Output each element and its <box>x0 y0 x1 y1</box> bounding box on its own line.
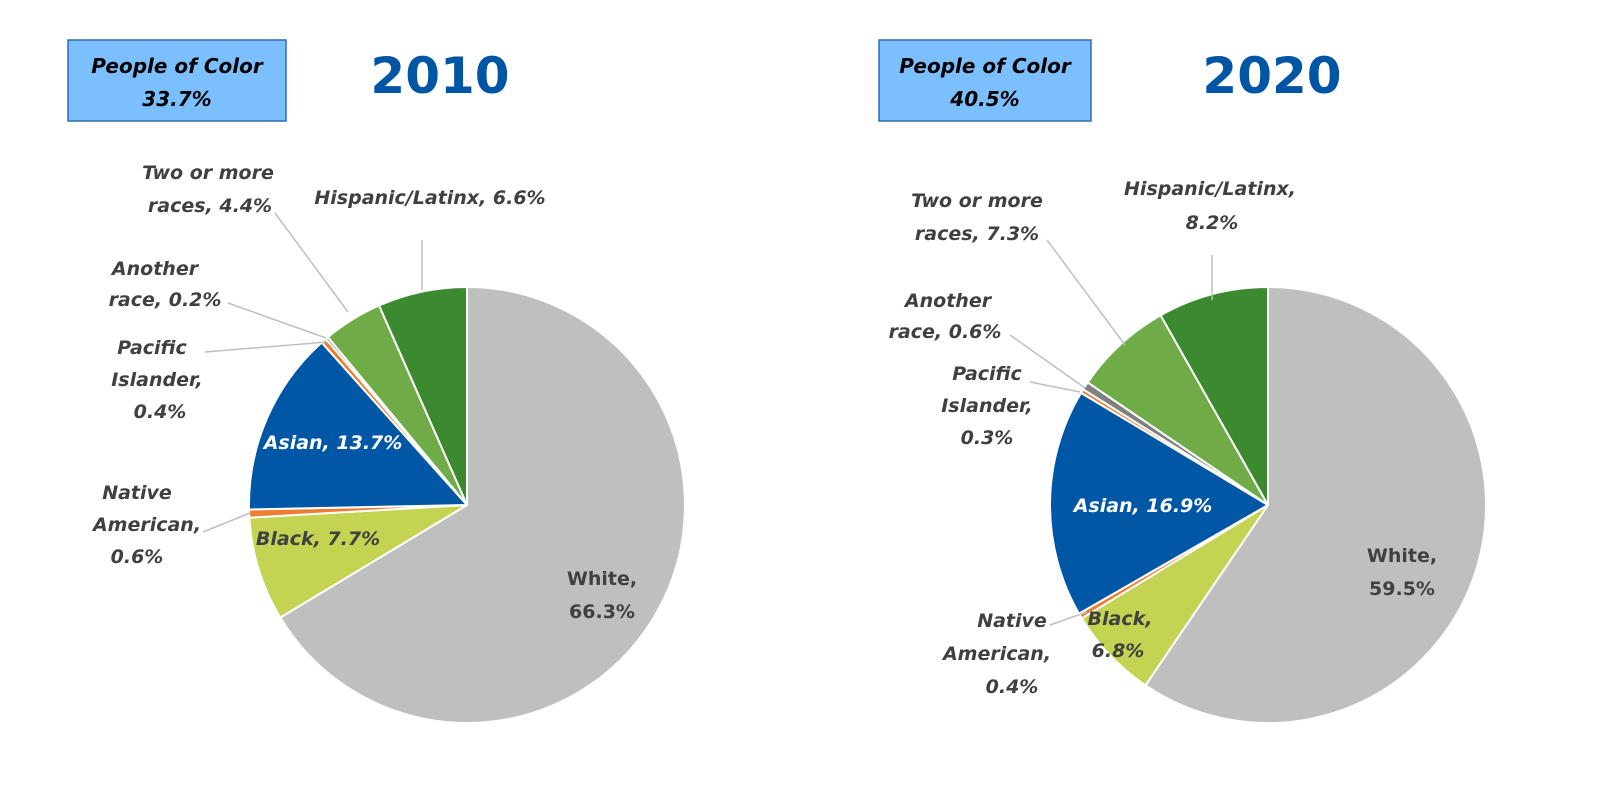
data-label-another-race: race, 0.6% <box>889 321 1002 343</box>
leader-line-another-race <box>1009 334 1086 389</box>
people-of-color-value: 33.7% <box>142 87 211 111</box>
leader-line-native-american <box>1049 611 1088 626</box>
data-label-two-or-more-races: races, 4.4% <box>148 195 272 217</box>
slice-black <box>248 504 468 619</box>
data-label-pacific-islander: Islander, <box>111 369 203 391</box>
data-label-white: White, <box>567 568 637 590</box>
slice-asian <box>248 341 468 511</box>
data-label-another-race: Another <box>110 258 200 280</box>
chart-title: 2010 <box>370 47 509 105</box>
data-label-another-race: Another <box>903 290 993 312</box>
people-of-color-box <box>878 39 1092 122</box>
people-of-color-label: People of Color <box>899 54 1072 78</box>
data-label-another-race: race, 0.2% <box>109 289 222 311</box>
data-label-pacific-islander: Islander, <box>941 395 1033 417</box>
data-label-two-or-more-races: races, 7.3% <box>915 223 1039 245</box>
leader-line-pacific-islander <box>204 341 328 353</box>
data-label-asian: Asian, 16.9% <box>1072 495 1213 517</box>
chart-title: 2020 <box>1202 47 1341 105</box>
leader-line-pacific-islander <box>1029 381 1081 393</box>
slice-hispanic-latinx <box>378 286 468 506</box>
data-label-native-american: Native <box>102 482 172 504</box>
data-label-white: White, <box>1367 545 1437 567</box>
data-label-native-american: American, <box>941 643 1051 665</box>
data-label-native-american: 0.6% <box>111 546 164 568</box>
data-label-native-american: Native <box>977 610 1047 632</box>
people-of-color-label: People of Color <box>91 54 264 78</box>
data-label-hispanic-latinx: 8.2% <box>1186 212 1239 234</box>
data-label-native-american: American, <box>91 514 201 536</box>
data-label-pacific-islander: 0.4% <box>134 401 187 423</box>
data-label-pacific-islander: Pacific <box>117 337 187 359</box>
people-of-color-box <box>67 39 287 122</box>
data-label-pacific-islander: 0.3% <box>961 427 1014 449</box>
data-label-native-american: 0.4% <box>986 676 1039 698</box>
data-label-asian: Asian, 13.7% <box>262 432 403 454</box>
leader-line-another-race <box>227 302 327 339</box>
slice-white <box>279 286 686 724</box>
slice-white <box>1144 286 1487 724</box>
data-label-pacific-islander: Pacific <box>952 363 1022 385</box>
data-label-two-or-more-races: Two or more <box>911 190 1043 212</box>
people-of-color-value: 40.5% <box>949 87 1019 111</box>
slice-asian <box>1049 391 1269 615</box>
leader-line-native-american <box>202 512 251 533</box>
data-label-hispanic-latinx: Hispanic/Latinx, <box>1124 178 1296 200</box>
data-label-hispanic-latinx: Hispanic/Latinx, 6.6% <box>314 187 545 209</box>
leader-line-two-or-more-races <box>1046 239 1126 346</box>
data-label-black: Black, 7.7% <box>256 528 380 550</box>
slice-two-or-more-races <box>1086 314 1269 506</box>
data-label-black: Black, <box>1088 608 1153 630</box>
data-label-white: 66.3% <box>569 601 635 623</box>
leader-line-two-or-more-races <box>274 212 349 313</box>
data-label-black: 6.8% <box>1092 640 1145 662</box>
data-label-white: 59.5% <box>1369 578 1435 600</box>
data-label-two-or-more-races: Two or more <box>142 162 274 184</box>
